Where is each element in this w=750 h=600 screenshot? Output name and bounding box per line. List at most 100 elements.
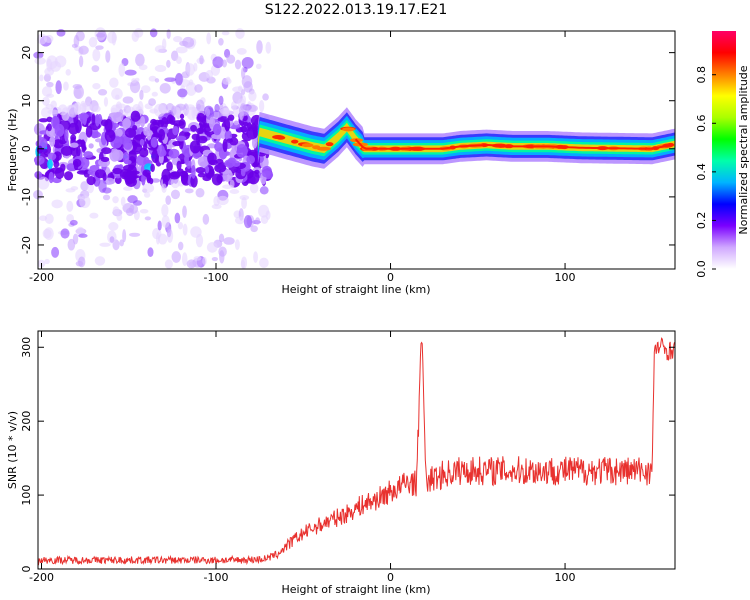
spectrum-blob <box>109 77 119 88</box>
spectrum-blob <box>104 129 116 143</box>
spectrum-blob <box>234 216 245 225</box>
spectrum-blob <box>144 216 152 221</box>
spectrum-blob <box>154 64 167 73</box>
spectrum-blob <box>186 259 197 269</box>
spectrum-blob <box>246 126 259 140</box>
spectrum-blob <box>161 149 167 157</box>
y-tick-label: 100 <box>20 485 33 506</box>
spectrum-blob <box>139 115 146 128</box>
spectrum-blob <box>157 220 162 231</box>
spectrum-blob <box>39 74 44 82</box>
spectrum-blob <box>37 33 47 45</box>
spectrum-blob <box>196 103 201 110</box>
x-tick-label: 0 <box>387 571 394 584</box>
snr-y-ticks: 0 100 200 300 <box>20 337 675 573</box>
spectrum-blob <box>70 144 79 157</box>
spectrum-blob <box>186 106 198 121</box>
spectral-peak <box>342 127 355 132</box>
spectrum-blob <box>44 213 54 225</box>
spectrum-blob <box>107 230 117 244</box>
spectrum-blob <box>175 46 188 54</box>
spectrum-blob <box>161 215 170 228</box>
spectrum-blob <box>170 177 181 189</box>
spectrum-blob <box>166 28 171 39</box>
spectrum-blob <box>56 29 66 37</box>
spectrum-blob <box>184 188 194 194</box>
spectrum-blob <box>124 69 137 76</box>
spectrum-blob <box>80 181 89 191</box>
spectrum-blob <box>182 205 187 218</box>
y-tick-label: 20 <box>20 46 33 60</box>
spectrum-blob <box>97 89 108 96</box>
spectrum-blob <box>197 156 209 168</box>
spectrum-blob <box>94 169 106 179</box>
snr-panel: -200 -100 0 100 0 100 200 300 Height of straig… <box>6 330 676 596</box>
spectrum-blob <box>234 59 242 70</box>
spectrum-blob <box>182 223 188 236</box>
spectrum-blob <box>150 163 155 173</box>
spectrum-blob <box>92 82 101 90</box>
spectrogram-x-ticks: -200 -100 0 100 <box>29 31 576 284</box>
spectrum-blob <box>170 189 181 200</box>
spectrum-blob <box>69 219 78 226</box>
x-tick-label: -100 <box>204 571 229 584</box>
spectrum-blob <box>118 63 126 77</box>
spectrum-blob <box>40 107 52 118</box>
spectrum-blob <box>40 138 48 149</box>
spectrum-blob <box>90 128 99 139</box>
spectrogram-blobs <box>33 27 675 269</box>
spectrum-blob <box>123 186 133 191</box>
spectrum-blob <box>153 103 166 117</box>
spectrum-blob <box>194 84 203 93</box>
spectrum-blob <box>158 128 166 141</box>
spectrum-blob <box>184 131 191 137</box>
spectrum-blob <box>234 239 240 251</box>
spectrum-blob <box>239 194 250 201</box>
spectrum-blob <box>92 48 101 62</box>
spectrum-blob <box>246 104 258 112</box>
spectrum-blob <box>43 227 54 241</box>
spectrum-blob <box>78 256 86 268</box>
spectrum-blob <box>161 203 169 217</box>
spectrum-blob <box>222 169 233 182</box>
spectrum-blob <box>79 100 87 114</box>
spectrum-blob <box>111 87 123 100</box>
spectrum-blob <box>87 170 94 175</box>
spectrum-blob <box>129 80 141 94</box>
spectrum-blob <box>232 160 241 167</box>
snr-x-ticks: -200 -100 0 100 <box>29 331 576 584</box>
spectrum-blob <box>64 128 69 142</box>
y-tick-label: 0 <box>20 145 33 152</box>
spectrum-blob <box>111 31 117 46</box>
spectrum-blob <box>149 177 154 185</box>
spectrum-blob <box>98 179 107 193</box>
colorbar-tick-label: 0.4 <box>695 163 708 181</box>
spectrum-blob <box>115 94 120 100</box>
spectrum-blob <box>172 126 179 136</box>
spectrum-blob <box>219 250 225 264</box>
spectrum-blob <box>262 170 271 178</box>
spectrum-blob <box>101 147 112 155</box>
spectrum-blob <box>241 56 254 69</box>
spectrum-blob <box>81 146 87 151</box>
spectrum-blob <box>171 251 181 263</box>
spectrum-blob <box>178 118 186 129</box>
spectrum-blob <box>246 155 256 164</box>
spectrum-blob <box>54 55 67 68</box>
spectrum-blob <box>185 63 195 76</box>
colorbar-tick-label: 0.2 <box>695 212 708 230</box>
spectrum-blob <box>157 119 165 128</box>
spectrum-blob <box>259 257 269 269</box>
spectrum-blob <box>190 226 202 238</box>
spectrum-blob <box>227 114 235 121</box>
spectrum-blob <box>205 165 210 174</box>
spectrum-blob <box>122 229 127 243</box>
spectrum-blob <box>139 138 145 146</box>
spectrum-blob <box>184 153 189 166</box>
spectrum-blob <box>111 149 124 161</box>
spectrum-blob <box>142 169 151 177</box>
spectrum-blob <box>182 36 195 48</box>
spectrum-blob <box>243 215 253 229</box>
spectrum-blob <box>164 259 173 269</box>
